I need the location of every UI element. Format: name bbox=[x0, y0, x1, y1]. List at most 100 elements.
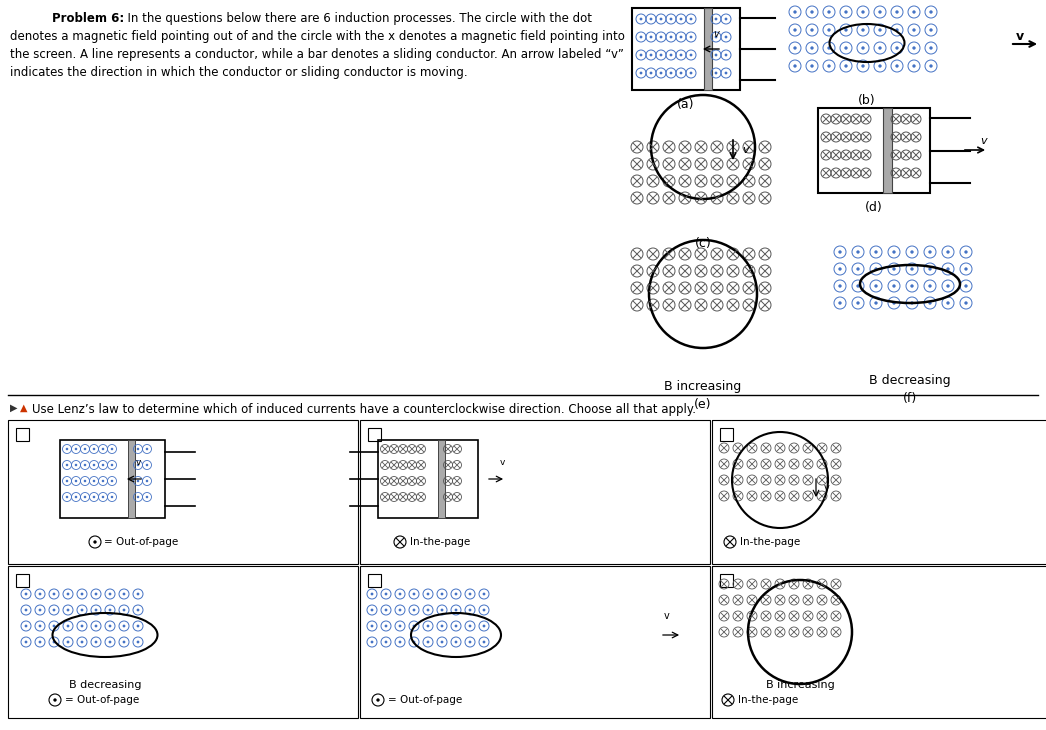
Text: v: v bbox=[664, 611, 669, 621]
Circle shape bbox=[145, 447, 149, 450]
Circle shape bbox=[680, 18, 682, 20]
Circle shape bbox=[844, 64, 847, 68]
Circle shape bbox=[93, 464, 95, 466]
Circle shape bbox=[52, 593, 55, 596]
Circle shape bbox=[412, 609, 415, 612]
Circle shape bbox=[689, 36, 692, 39]
Circle shape bbox=[838, 267, 842, 271]
Circle shape bbox=[844, 10, 847, 14]
Circle shape bbox=[440, 609, 444, 612]
Circle shape bbox=[122, 593, 126, 596]
Circle shape bbox=[947, 267, 950, 271]
Bar bbox=[8, 566, 358, 718]
Circle shape bbox=[879, 64, 882, 68]
Circle shape bbox=[929, 46, 933, 50]
Circle shape bbox=[482, 641, 485, 643]
Text: Use Lenz’s law to determine which of induced currents have a counterclockwise di: Use Lenz’s law to determine which of ind… bbox=[32, 403, 696, 416]
Circle shape bbox=[827, 64, 831, 68]
Circle shape bbox=[427, 609, 430, 612]
Bar bbox=[360, 420, 710, 564]
Circle shape bbox=[145, 496, 149, 499]
Circle shape bbox=[122, 609, 126, 612]
Circle shape bbox=[947, 284, 950, 288]
Circle shape bbox=[639, 18, 642, 20]
Bar bbox=[16, 428, 29, 441]
Circle shape bbox=[861, 10, 865, 14]
Circle shape bbox=[25, 609, 27, 612]
Circle shape bbox=[111, 480, 113, 483]
Circle shape bbox=[892, 284, 895, 288]
Circle shape bbox=[874, 284, 878, 288]
Text: v: v bbox=[824, 483, 829, 493]
Text: = Out-of-page: = Out-of-page bbox=[104, 537, 178, 547]
Circle shape bbox=[370, 625, 373, 627]
Circle shape bbox=[912, 64, 915, 68]
Circle shape bbox=[67, 609, 69, 612]
Circle shape bbox=[879, 46, 882, 50]
Circle shape bbox=[928, 301, 932, 304]
Circle shape bbox=[827, 28, 831, 31]
Circle shape bbox=[857, 250, 860, 254]
Text: = Out-of-page: = Out-of-page bbox=[388, 695, 462, 705]
Circle shape bbox=[137, 447, 139, 450]
Text: ▶: ▶ bbox=[10, 403, 18, 413]
Circle shape bbox=[660, 72, 662, 74]
Circle shape bbox=[793, 64, 797, 68]
Bar bbox=[632, 8, 740, 90]
Circle shape bbox=[370, 593, 373, 596]
Bar bbox=[378, 440, 478, 518]
Circle shape bbox=[910, 250, 913, 254]
Circle shape bbox=[469, 593, 472, 596]
Bar bbox=[368, 428, 381, 441]
Circle shape bbox=[912, 46, 915, 50]
Circle shape bbox=[455, 625, 457, 627]
Text: (f): (f) bbox=[903, 392, 917, 405]
Circle shape bbox=[94, 609, 97, 612]
Circle shape bbox=[879, 10, 882, 14]
Circle shape bbox=[94, 625, 97, 627]
Circle shape bbox=[137, 480, 139, 483]
Circle shape bbox=[874, 267, 878, 271]
Circle shape bbox=[111, 447, 113, 450]
Circle shape bbox=[145, 480, 149, 483]
Circle shape bbox=[895, 64, 899, 68]
Circle shape bbox=[137, 641, 139, 643]
Circle shape bbox=[440, 641, 444, 643]
Circle shape bbox=[25, 625, 27, 627]
Circle shape bbox=[52, 625, 55, 627]
Circle shape bbox=[455, 609, 457, 612]
Circle shape bbox=[111, 496, 113, 499]
Circle shape bbox=[838, 301, 842, 304]
Circle shape bbox=[929, 10, 933, 14]
Circle shape bbox=[137, 464, 139, 466]
Circle shape bbox=[67, 593, 69, 596]
Circle shape bbox=[39, 625, 42, 627]
Circle shape bbox=[725, 18, 727, 20]
Circle shape bbox=[680, 36, 682, 39]
Circle shape bbox=[827, 46, 831, 50]
Circle shape bbox=[895, 10, 899, 14]
Circle shape bbox=[725, 36, 727, 39]
Circle shape bbox=[660, 18, 662, 20]
Circle shape bbox=[874, 301, 878, 304]
Circle shape bbox=[892, 267, 895, 271]
Circle shape bbox=[109, 609, 112, 612]
Text: (b): (b) bbox=[858, 94, 876, 107]
Circle shape bbox=[669, 53, 673, 56]
Circle shape bbox=[639, 53, 642, 56]
Circle shape bbox=[101, 496, 105, 499]
Circle shape bbox=[25, 641, 27, 643]
Circle shape bbox=[929, 64, 933, 68]
Circle shape bbox=[827, 10, 831, 14]
Circle shape bbox=[81, 593, 84, 596]
Circle shape bbox=[84, 464, 86, 466]
Circle shape bbox=[440, 625, 444, 627]
Circle shape bbox=[370, 609, 373, 612]
Circle shape bbox=[93, 496, 95, 499]
Text: B decreasing: B decreasing bbox=[869, 374, 951, 387]
Text: In the questions below there are 6 induction processes. The circle with the dot: In the questions below there are 6 induc… bbox=[120, 12, 592, 25]
Circle shape bbox=[838, 250, 842, 254]
Circle shape bbox=[101, 464, 105, 466]
Circle shape bbox=[412, 593, 415, 596]
Circle shape bbox=[714, 72, 718, 74]
